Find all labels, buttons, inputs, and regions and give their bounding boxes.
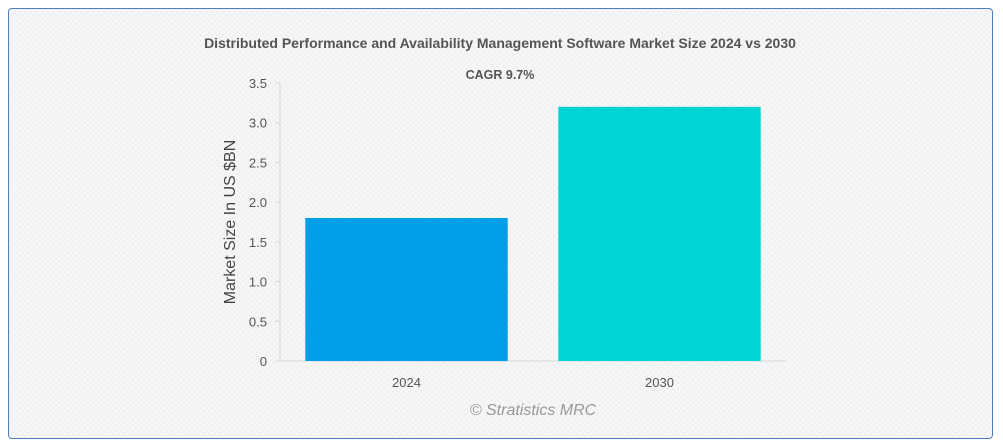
y-tick-label: 2.0 [249,195,267,210]
bar-2030[interactable] [558,106,761,361]
y-tick-label: 0.5 [249,314,267,329]
chart-subtitle: CAGR 9.7% [466,68,535,82]
y-tick-label: 0 [260,354,267,369]
credit-watermark: © Stratistics MRC [470,402,597,419]
chart-title: Distributed Performance and Availability… [204,35,796,51]
bar-group [305,106,761,361]
y-tick-label: 3.5 [249,76,267,91]
x-tick-group: 2024 2030 [392,375,674,390]
bar-2024[interactable] [305,218,508,361]
y-tick-label: 2.5 [249,155,267,170]
y-tick-label: 1.0 [249,275,267,290]
y-tick-label: 3.0 [249,116,267,131]
x-tick-label: 2024 [392,375,421,390]
y-tick-label: 1.5 [249,235,267,250]
y-axis-label: Market Size In US $BN [222,140,239,305]
x-tick-label: 2030 [645,375,674,390]
y-tick-group: 0 0.5 1.0 1.5 2.0 2.5 3.0 3.5 [249,76,280,369]
